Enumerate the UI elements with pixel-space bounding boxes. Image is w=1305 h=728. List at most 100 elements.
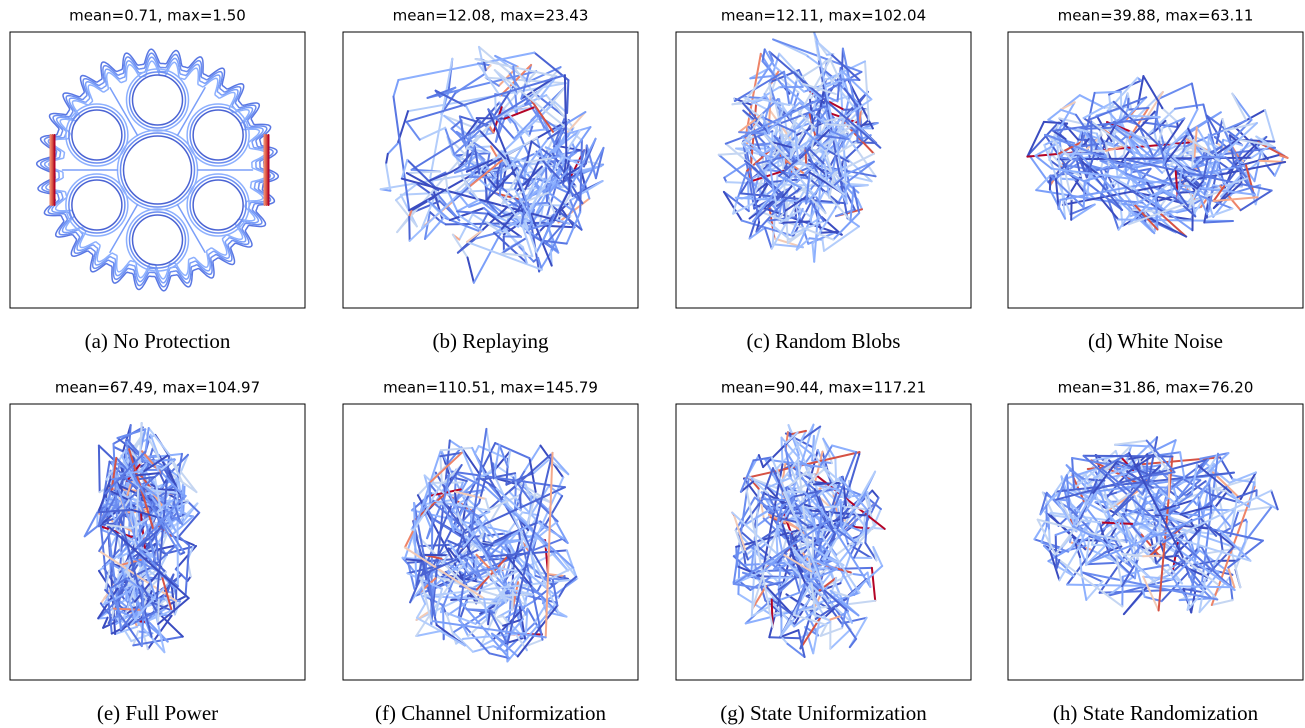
hole-outline <box>124 136 192 204</box>
panel: mean=0.71, max=1.50(a) No Protection <box>10 7 305 353</box>
hole-outline <box>190 107 246 163</box>
trajectory-segment <box>779 569 781 589</box>
trajectory-segment <box>1036 176 1050 190</box>
hole-outline <box>187 174 249 236</box>
trajectory-segment <box>1249 482 1254 507</box>
panel-frame <box>676 404 971 680</box>
trajectory-segment <box>832 446 856 453</box>
plot-area <box>719 33 881 262</box>
panel: mean=110.51, max=145.79 (f) Channel Unifo… <box>343 379 638 725</box>
trajectory-segment <box>394 80 399 97</box>
trajectory-segment <box>1092 545 1117 546</box>
trajectory-segment <box>1175 105 1203 109</box>
panel-caption: (a) No Protection <box>85 329 231 353</box>
trajectory-segment <box>386 154 388 164</box>
panel-caption: (d) White Noise <box>1088 329 1223 353</box>
trajectory-segment <box>445 128 454 154</box>
trajectory-segment <box>857 108 858 142</box>
panel: mean=12.08, max=23.43(b) Replaying <box>343 7 638 353</box>
trajectory-segment <box>567 80 568 113</box>
plot-area <box>1027 76 1287 237</box>
trajectory-segment <box>468 258 474 283</box>
trajectory-segment <box>457 211 488 213</box>
panel-title: mean=31.86, max=76.20 <box>1058 379 1254 397</box>
trajectory-segment <box>1128 116 1160 117</box>
trajectory-segment <box>849 184 868 185</box>
trajectory-segment <box>477 118 505 119</box>
trajectory-segment <box>735 72 784 101</box>
trajectory-segment <box>1143 76 1162 108</box>
plot-area <box>1034 437 1277 614</box>
trajectory-segment <box>499 216 570 217</box>
hole-outline <box>121 133 195 207</box>
trajectory-segment <box>1213 185 1220 186</box>
panel-title: mean=12.08, max=23.43 <box>393 7 589 25</box>
panel-frame <box>1008 32 1303 308</box>
panel: mean=67.49, max=104.97(e) Full Power <box>10 379 305 725</box>
plot-area <box>732 425 885 657</box>
trajectory-segment <box>1159 84 1192 99</box>
panel-caption: (h) State Randomization <box>1053 701 1259 725</box>
trajectory-segment <box>99 446 100 493</box>
figure: mean=0.71, max=1.50(a) No Protectionmean… <box>0 0 1305 728</box>
trajectory-segment <box>1169 213 1193 230</box>
panel-title: mean=110.51, max=145.79 <box>383 379 598 397</box>
trajectory-segment <box>765 228 772 249</box>
hole-outline <box>127 209 189 271</box>
trajectory-segment <box>177 478 178 586</box>
trajectory-segment <box>780 222 809 223</box>
trajectory-segment <box>420 128 445 140</box>
trajectory-segment <box>769 637 799 638</box>
hole-outline <box>130 72 186 128</box>
plot-area <box>403 429 578 662</box>
trajectory-segment <box>1095 92 1121 93</box>
trajectory-segment <box>782 438 783 465</box>
trajectory-segment <box>791 147 792 158</box>
trajectory-segment <box>407 171 440 173</box>
trajectory-segment <box>186 545 190 596</box>
hole-outline <box>187 104 249 166</box>
trajectory-segment <box>738 561 739 594</box>
panel-caption: (c) Random Blobs <box>747 329 901 353</box>
hole-outline <box>118 130 198 210</box>
trajectory-segment <box>823 240 825 251</box>
panel-caption: (f) Channel Uniformization <box>375 701 606 725</box>
hole-outline <box>190 177 246 233</box>
panel-caption: (e) Full Power <box>97 701 218 725</box>
hole-outline <box>69 107 125 163</box>
panel: mean=90.44, max=117.21(g) State Uniformi… <box>676 379 971 725</box>
plot-area <box>85 423 200 652</box>
trajectory-segment <box>1086 563 1118 565</box>
trajectory-segment <box>1239 507 1272 511</box>
trajectory-segment <box>1212 600 1233 605</box>
panel-title: mean=12.11, max=102.04 <box>721 7 926 25</box>
trajectory-segment <box>1232 94 1246 121</box>
panel: mean=31.86, max=76.20 (h) State Randomiza… <box>1008 379 1303 725</box>
hole-outline <box>69 177 125 233</box>
trajectory-segment <box>1143 577 1172 579</box>
trajectory-segment <box>514 115 537 139</box>
trajectory-segment <box>484 534 485 542</box>
hole-outline <box>72 180 122 230</box>
trajectory-segment <box>769 84 771 99</box>
trajectory-segment <box>732 104 742 105</box>
trajectory-segment <box>1247 507 1272 540</box>
trajectory-segment <box>839 79 859 80</box>
trajectory-segment <box>548 161 580 162</box>
trajectory-segment <box>759 455 763 467</box>
trajectory-segment <box>1084 181 1085 208</box>
trajectory-segment <box>1168 216 1190 219</box>
trajectory-segment <box>1080 557 1082 574</box>
hole-outline <box>133 215 183 265</box>
trajectory-segment <box>156 531 158 560</box>
panel: mean=39.88, max=63.11(d) White Noise <box>1008 7 1303 353</box>
trajectory-segment <box>475 555 476 570</box>
trajectory-segment <box>1138 487 1171 488</box>
hole-outline <box>66 174 128 236</box>
trajectory-segment <box>1121 92 1122 122</box>
trajectory-segment <box>388 144 398 154</box>
trajectory-segment <box>440 456 441 483</box>
trajectory-segment <box>430 483 431 505</box>
trajectory-segment <box>1279 155 1288 158</box>
trajectory-segment <box>569 167 570 191</box>
